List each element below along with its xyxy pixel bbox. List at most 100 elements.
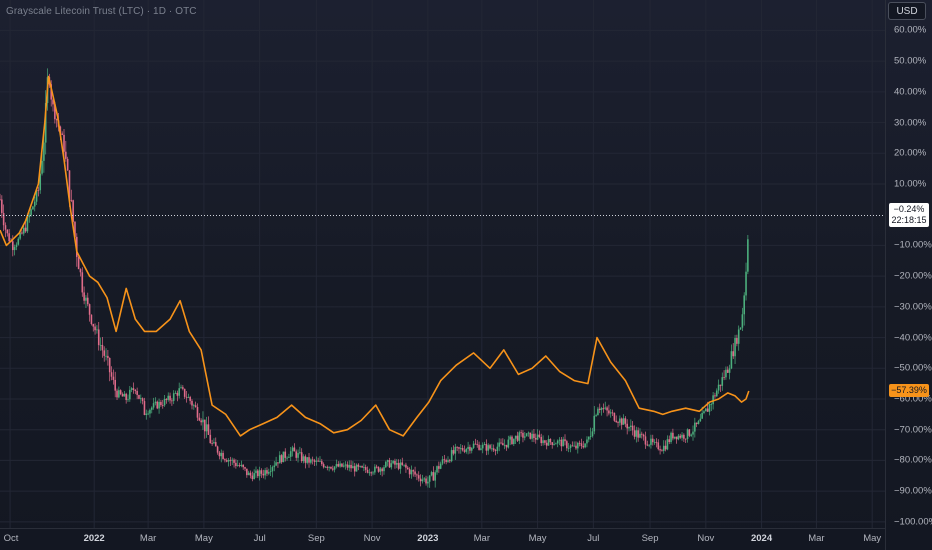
candle-body — [269, 471, 272, 473]
candle-body — [646, 444, 649, 446]
candle-body — [264, 470, 266, 476]
candle-body — [454, 446, 457, 454]
candle-body — [141, 398, 144, 402]
candle-body — [406, 467, 409, 469]
candle-body — [90, 314, 93, 324]
candle-body — [520, 432, 522, 434]
candle-body — [657, 442, 660, 450]
candle-body — [553, 443, 555, 445]
candle-body — [370, 472, 372, 474]
candle-body — [714, 395, 716, 397]
candle-body — [375, 466, 378, 468]
candle-body — [542, 440, 544, 444]
candle-body — [628, 427, 630, 429]
candle-body — [480, 448, 482, 450]
currency-button[interactable]: USD — [888, 2, 926, 20]
candle-body — [66, 158, 69, 171]
candle-body — [699, 418, 702, 422]
candle-body — [353, 466, 356, 472]
candle-body — [311, 459, 314, 461]
candle-body — [147, 413, 149, 415]
candle-body — [615, 420, 618, 423]
candle-body — [297, 453, 299, 458]
candle-body — [648, 444, 650, 446]
candle-body — [405, 464, 407, 468]
candle-body — [706, 408, 709, 412]
candle-body — [465, 448, 468, 452]
candle-body — [330, 466, 332, 469]
candle-body — [392, 460, 394, 464]
y-tick-label: −20.00% — [894, 270, 932, 282]
candle-body — [494, 450, 497, 452]
candle-body — [127, 399, 129, 401]
y-tick-label: 30.00% — [894, 117, 927, 129]
candle-body — [728, 368, 731, 373]
candle-body — [110, 372, 113, 377]
candle-body — [383, 467, 385, 472]
candle-body — [161, 405, 164, 406]
candle-body — [130, 388, 133, 390]
candle-body — [165, 398, 168, 400]
candle-body — [209, 434, 212, 444]
candle-body — [708, 404, 711, 412]
x-tick-label: Mar — [473, 533, 490, 544]
current-price-value: −0.24% — [893, 204, 925, 215]
candle-body — [478, 444, 480, 450]
x-tick-label: May — [863, 533, 882, 544]
candle-body — [485, 444, 488, 451]
candle-body — [299, 452, 301, 454]
candle-body — [333, 466, 336, 470]
candle-body — [214, 442, 217, 447]
candle-body — [736, 338, 738, 344]
candle-body — [481, 444, 484, 449]
candle-body — [458, 447, 460, 449]
candle-body — [143, 401, 146, 415]
bar-countdown: 22:18:15 — [891, 215, 927, 226]
candle-body — [459, 448, 462, 449]
candle-body — [2, 212, 5, 226]
candle-body — [703, 411, 705, 414]
candle-body — [339, 463, 341, 467]
candle-body — [381, 468, 383, 472]
candle-body — [291, 447, 294, 452]
candle-body — [374, 466, 376, 473]
candle-body — [364, 467, 367, 470]
candle-body — [661, 450, 663, 452]
candle-body — [666, 439, 669, 450]
x-tick-label: Nov — [363, 533, 381, 544]
candle-body — [350, 464, 352, 469]
candle-body — [587, 436, 590, 440]
candle-body — [266, 470, 268, 474]
candle-body — [134, 390, 137, 391]
candle-body — [598, 408, 601, 410]
candle-body — [306, 457, 308, 463]
candle-body — [662, 445, 665, 451]
candle-body — [690, 434, 692, 436]
candle-body — [491, 448, 493, 450]
candle-body — [278, 455, 281, 464]
candle-body — [487, 445, 490, 451]
candle-body — [145, 413, 148, 415]
candle-body — [193, 405, 195, 407]
candle-body — [83, 292, 85, 301]
candle-body — [240, 464, 243, 467]
y-tick-label: 40.00% — [894, 86, 927, 98]
candle-body — [68, 170, 71, 201]
candle-body — [403, 464, 405, 466]
candle-body — [509, 436, 511, 440]
candle-body — [726, 369, 729, 373]
x-tick-label: Oct — [3, 533, 19, 544]
candle-body — [695, 422, 698, 425]
candle-body — [262, 473, 265, 476]
candle-body — [410, 470, 413, 475]
candle-body — [21, 232, 23, 234]
candle-body — [282, 451, 285, 463]
candle-body — [187, 396, 190, 398]
candle-body — [734, 338, 736, 357]
candle-body — [626, 423, 628, 429]
candle-body — [725, 369, 727, 378]
symbol-title[interactable]: Grayscale Litecoin Trust (LTC) · 1D · OT… — [6, 6, 197, 17]
candle-body — [6, 229, 9, 234]
